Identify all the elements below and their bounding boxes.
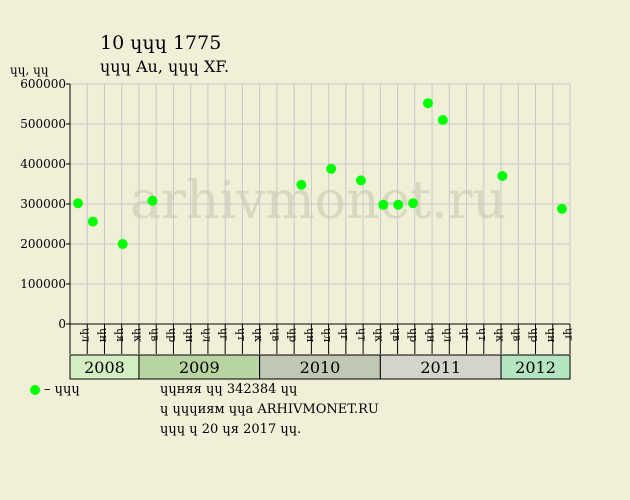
month-label: ɥя (114, 328, 127, 342)
y-tick-label: 500000 (20, 117, 66, 131)
year-cell (500, 354, 571, 380)
x-axis-months: ɥл ɥн ɥя ɥк ɥв ɥр ɥн ɥл ɥг ɥт ɥк ɥв ɥр ɥн ɥл ɥг ɥт ɥк ɥв ɥр… (69, 324, 575, 354)
month-label: ɥв (511, 328, 524, 341)
month-label: ɥв (269, 328, 282, 341)
month-label: ɥг (218, 328, 231, 341)
month-label: ɥн (304, 328, 317, 342)
legend-label: – ɥɥɥ (44, 382, 80, 397)
month-label: ɥг (562, 328, 575, 341)
x-axis-years: 2008 2009 2010 2011 2012 (69, 354, 571, 380)
date-note: ɥɥɥ ɥ 20 ɥя 2017 ɥɥ. (160, 422, 302, 437)
data-point (87, 216, 98, 227)
year-cell (69, 354, 140, 380)
data-point (422, 98, 433, 109)
data-point (147, 195, 158, 206)
data-point (117, 239, 128, 249)
y-tick-label: 600000 (20, 77, 66, 91)
year-label: 2011 (420, 358, 461, 377)
chart-title: 10 ɥɥɥ 1775 (100, 32, 222, 54)
month-label: ɥв (149, 328, 162, 341)
month-label: ɥр (166, 328, 179, 342)
data-point (393, 199, 404, 210)
y-axis-label: ɥɥ, ɥɥ (10, 63, 49, 77)
month-label: ɥк (131, 328, 144, 342)
month-label: ɥт (355, 328, 368, 341)
y-tick-label: 200000 (20, 237, 66, 251)
month-label: ɥл (80, 328, 93, 342)
month-label: ɥт (235, 328, 248, 341)
source-note: ɥ ɥɥɥиям ɥɥа ARHIVMONET.RU (160, 402, 379, 417)
y-axis-ticks: 0 100000 200000 300000 400000 500000 600000 (20, 77, 70, 331)
month-label: ɥл (442, 328, 455, 342)
legend: – ɥɥɥ (30, 382, 80, 397)
data-point (73, 198, 83, 209)
data-point (378, 199, 389, 210)
month-label: ɥв (390, 328, 403, 341)
y-tick-label: 300000 (20, 197, 66, 211)
average-price-note: ɥɥняя ɥɥ 342384 ɥɥ (160, 382, 298, 397)
month-label: ɥк (373, 328, 386, 342)
chart-subtitle: ɥɥɥ Au, ɥɥɥ XF. (100, 57, 230, 76)
data-point (497, 171, 508, 181)
data-point (296, 179, 307, 190)
year-cell (138, 354, 261, 380)
month-label: ɥн (97, 328, 110, 342)
y-tick-label: 400000 (20, 157, 66, 171)
year-label: 2010 (300, 358, 341, 377)
data-point (437, 115, 448, 125)
data-points (73, 98, 567, 249)
year-label: 2009 (179, 358, 220, 377)
data-point (408, 198, 419, 209)
data-point (557, 203, 567, 214)
data-point (355, 175, 366, 186)
y-tick-label: 100000 (20, 277, 66, 291)
year-label: 2012 (515, 358, 556, 377)
month-label: ɥк (493, 328, 506, 342)
month-label: ɥг (459, 328, 472, 341)
month-label: ɥн (424, 328, 437, 342)
legend-point-icon (30, 384, 40, 395)
data-point (326, 163, 337, 174)
month-label: ɥр (287, 328, 300, 342)
watermark: arhivmonet.ru (130, 171, 506, 231)
month-label: ɥг (338, 328, 351, 341)
chart-grid (69, 83, 571, 325)
month-label: ɥл (200, 328, 213, 342)
month-label: ɥн (545, 328, 558, 342)
month-label: ɥр (407, 328, 420, 342)
month-label: ɥн (183, 328, 196, 342)
year-cell (259, 354, 381, 380)
y-tick-label: 0 (58, 317, 66, 331)
year-label: 2008 (84, 358, 125, 377)
month-label: ɥк (252, 328, 265, 342)
month-label: ɥр (528, 328, 541, 342)
month-label: ɥл (321, 328, 334, 342)
month-label: ɥт (476, 328, 489, 341)
